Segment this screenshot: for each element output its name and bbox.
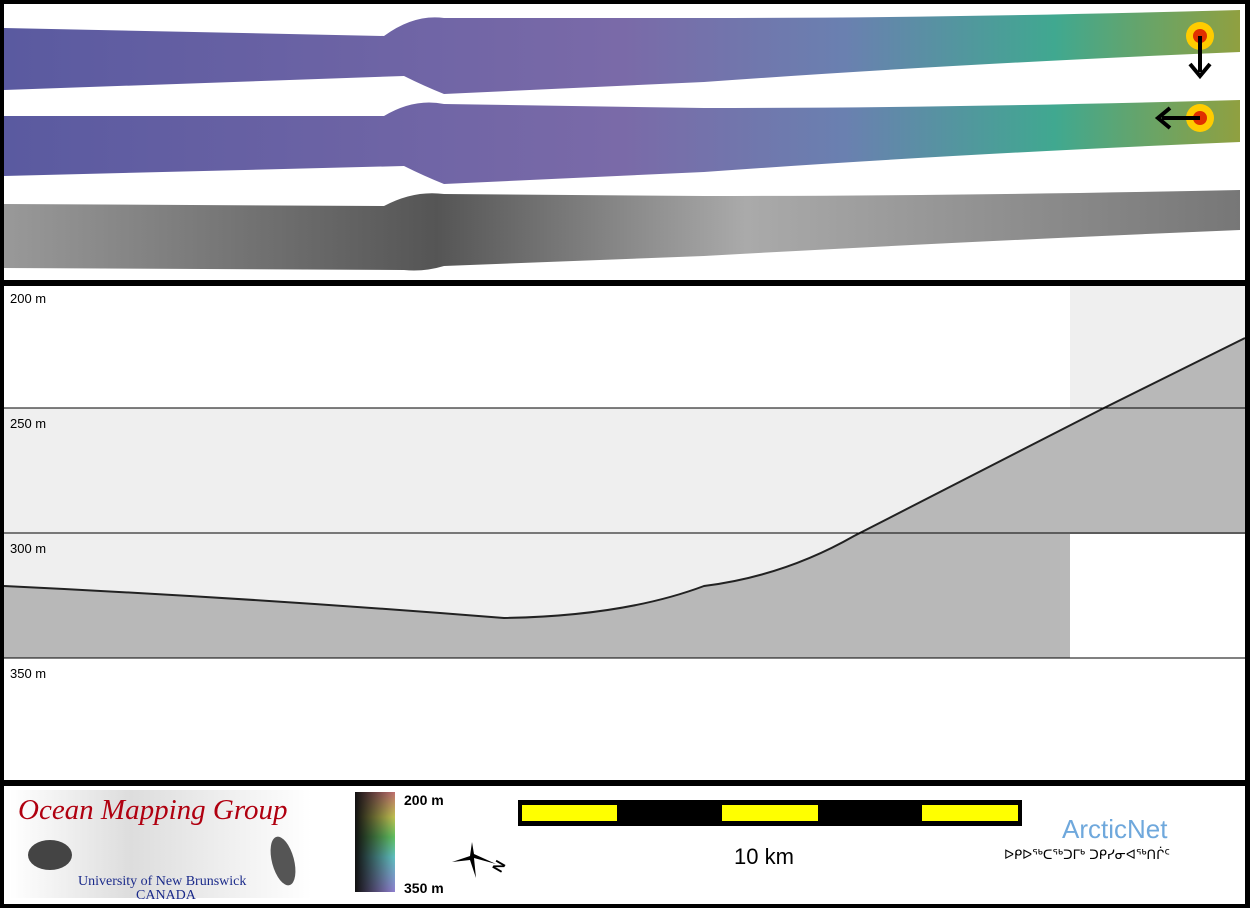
depth-label-350: 350 m: [10, 666, 47, 681]
depth-label-200: 200 m: [10, 291, 47, 306]
colorbar-bottom-label: 350 m: [404, 880, 444, 896]
bathymetry-swath-2: [4, 100, 1240, 184]
depth-label-300: 300 m: [10, 541, 47, 556]
seafloor-line: [4, 337, 1245, 620]
logo-sonar-image: [265, 834, 301, 888]
ocean-mapping-group-logo: Ocean Mapping Group University of New Br…: [10, 790, 312, 903]
arcticnet-logo: ArcticNet: [1062, 814, 1168, 844]
arcticnet-inuktitut: ᐅᑭᐅᖅᑕᖅᑐᒥᒃ ᑐᑭᓯᓂᐊᖅᑎᒌᑦ: [1004, 848, 1170, 863]
seafloor-backscatter: [4, 338, 1245, 658]
sun-illumination-icon: [1186, 22, 1214, 80]
legend-panel: Ocean Mapping Group University of New Br…: [4, 786, 1245, 904]
logo-sonar-image: [28, 840, 72, 870]
swath-panel: [4, 4, 1245, 280]
logo-country: CANADA: [136, 888, 196, 903]
water-column-echogram: [4, 286, 1245, 659]
sun-illumination-icon: [1154, 104, 1214, 132]
logo-university: University of New Brunswick: [78, 874, 247, 889]
depth-colorbar: [355, 792, 395, 892]
north-arrow-icon: [452, 842, 496, 878]
logo-title: Ocean Mapping Group: [18, 794, 288, 826]
water-column-panel: 200 m 250 m 300 m 350 m: [4, 286, 1245, 780]
swath-maps: [4, 10, 1240, 271]
depth-label-250: 250 m: [10, 416, 47, 431]
scale-bar: [518, 800, 1022, 826]
colorbar-top-label: 200 m: [404, 792, 444, 808]
scale-label: 10 km: [734, 844, 794, 869]
backscatter-swath: [4, 190, 1240, 271]
bathymetry-swath-1: [4, 10, 1240, 94]
